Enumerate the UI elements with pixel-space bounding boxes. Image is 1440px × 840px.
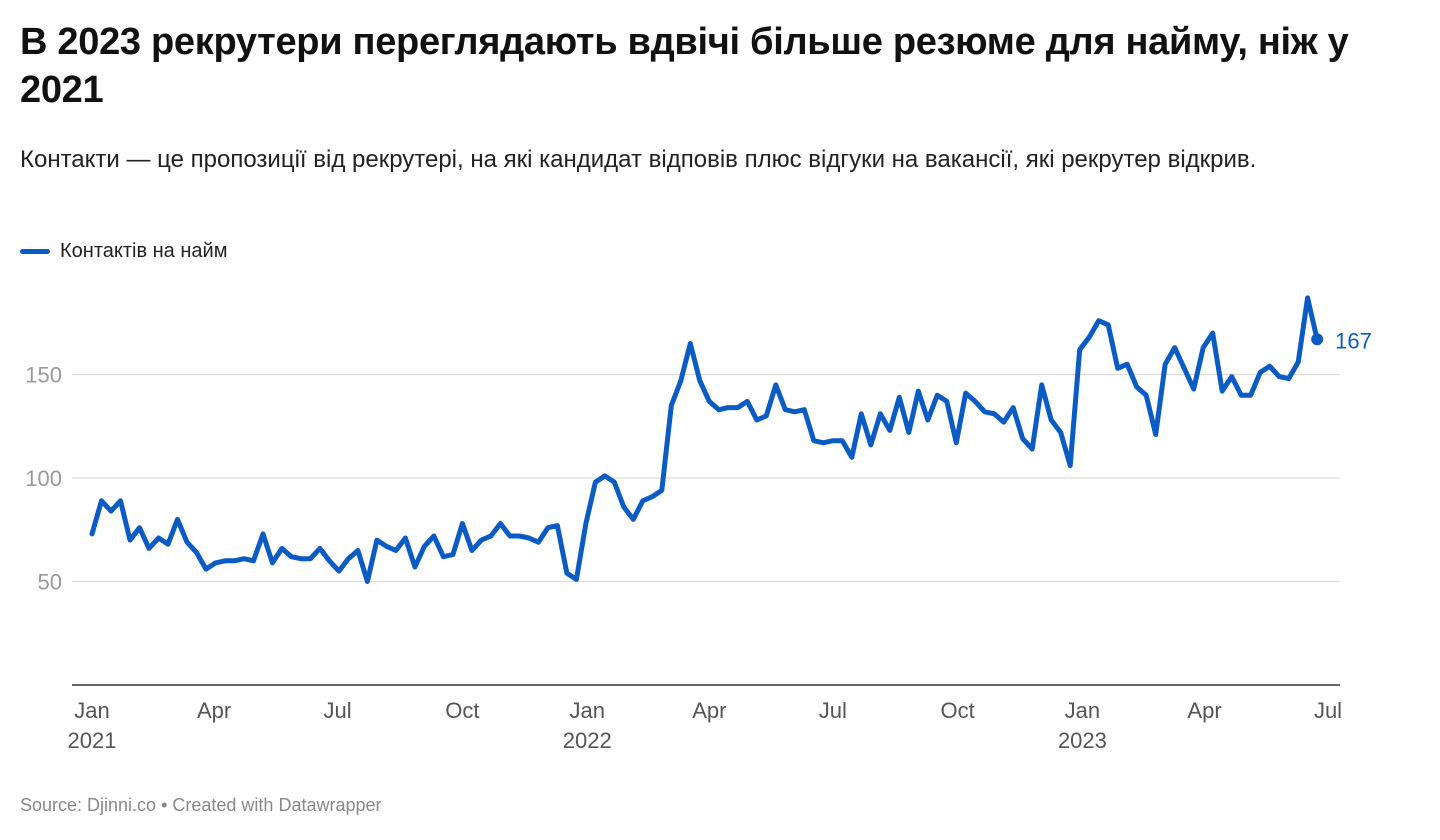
x-tick-year-label: 2023	[1058, 728, 1107, 753]
x-tick-label: Jan	[569, 698, 604, 723]
chart-subtitle: Контакти — це пропозиції від рекрутері, …	[20, 146, 1257, 173]
series-end-value-label: 167	[1335, 328, 1372, 353]
x-tick-label: Apr	[1187, 698, 1221, 723]
x-tick-label: Jul	[819, 698, 847, 723]
x-tick-label: Jan	[74, 698, 109, 723]
y-tick-label: 50	[38, 570, 62, 595]
footer: Source: Djinni.co • Created with Datawrapp…	[20, 795, 382, 816]
x-axis-tick-labels: Jan 2021 Apr Jul Oct Jan 2022 Apr Jul Oct Jan 2023 A…	[68, 698, 1343, 753]
legend: Контактів на найм	[20, 240, 227, 263]
x-tick-label: Jul	[1314, 698, 1342, 723]
legend-label: Контактів на найм	[60, 240, 228, 262]
legend-swatch	[20, 249, 50, 254]
source-note: Source: Djinni.co	[20, 795, 157, 815]
x-tick-year-label: 2022	[563, 728, 612, 753]
credit-note: Created with Datawrapper	[172, 795, 382, 815]
x-tick-label: Jul	[324, 698, 352, 723]
series-line-contacts-per-hire	[89, 295, 1320, 584]
x-tick-label: Oct	[445, 698, 479, 723]
footer-separator: •	[161, 795, 168, 815]
x-tick-year-label: 2021	[68, 728, 117, 753]
y-tick-label: 150	[25, 363, 62, 388]
y-axis-tick-labels: 50 100 150	[25, 363, 62, 595]
gridlines	[72, 373, 1340, 583]
series-end-dot	[1311, 333, 1324, 346]
x-tick-label: Apr	[197, 698, 231, 723]
x-tick-label: Jan	[1065, 698, 1100, 723]
x-tick-label: Oct	[940, 698, 974, 723]
chart-title: В 2023 рекрутери переглядають вдвічі біл…	[20, 21, 1349, 111]
y-tick-label: 100	[25, 466, 62, 491]
line-chart: 50 100 150 Jan 2021 Apr Jul Oct Jan 2022 Apr Jul Oc…	[25, 295, 1372, 753]
x-tick-label: Apr	[692, 698, 726, 723]
